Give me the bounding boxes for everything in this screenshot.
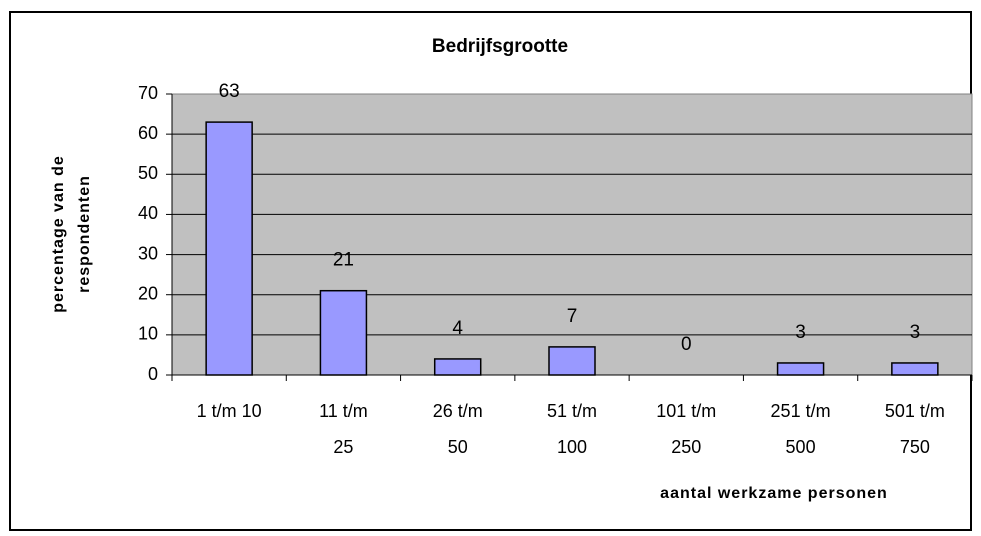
x-tick-label: 501 t/m 750 <box>885 401 945 457</box>
y-tick-label: 40 <box>138 203 158 223</box>
bar <box>319 289 368 376</box>
data-label: 3 <box>910 322 921 343</box>
x-axis-title: aantal werkzame personen <box>660 485 888 502</box>
data-label: 63 <box>219 81 240 102</box>
y-tick-label: 70 <box>138 83 158 103</box>
bar <box>891 362 939 376</box>
y-tick-label: 0 <box>148 364 158 384</box>
x-tick-label: 51 t/m 100 <box>547 401 597 457</box>
x-tick-label: 251 t/m 500 <box>771 401 831 457</box>
y-tick-label: 10 <box>138 324 158 344</box>
chart-title: Bedrijfsgrootte <box>432 36 568 57</box>
plot-area <box>171 93 973 376</box>
x-tick-label: 1 t/m 10 <box>197 401 262 421</box>
bar <box>205 121 253 376</box>
bar <box>548 346 596 376</box>
y-tick-label: 60 <box>138 123 158 143</box>
data-label: 7 <box>567 306 578 327</box>
data-label: 4 <box>452 318 463 339</box>
data-label: 0 <box>681 334 692 355</box>
y-tick-label: 20 <box>138 283 158 303</box>
bar <box>433 358 482 376</box>
x-tick-label: 101 t/m 250 <box>656 401 716 457</box>
data-label: 21 <box>333 250 354 271</box>
x-tick-label: 11 t/m 25 <box>319 401 368 457</box>
y-tick-label: 50 <box>138 163 158 183</box>
data-label: 3 <box>795 322 806 343</box>
bar <box>776 362 825 376</box>
x-tick-label: 26 t/m 50 <box>433 401 483 457</box>
y-tick-label: 30 <box>138 243 158 263</box>
y-axis-title: percentage van de respondenten <box>50 155 93 313</box>
